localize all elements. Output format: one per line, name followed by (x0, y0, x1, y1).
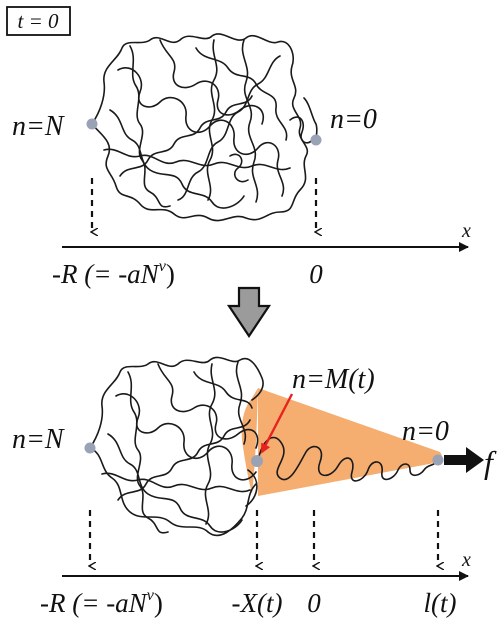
label-n-N-bottom: n=N (12, 424, 65, 455)
chain-end-bead-n-0 (310, 134, 322, 146)
force-label: f (484, 444, 497, 480)
chain-end-bead-n-N-bottom (84, 442, 96, 454)
x-axis-label-bottom: x (461, 549, 471, 571)
coiled-chain-top (91, 33, 318, 222)
chain-end-bead-n-0-bottom (432, 454, 444, 466)
label-n-0-top: n=0 (330, 104, 377, 135)
time-evolution-arrow (226, 286, 272, 338)
top-panel: t = 0 n=N n=0 x -R (= -aNν) (6, 6, 471, 289)
label-n-M: n=M(t) (292, 364, 375, 395)
x-axis-label-top: x (461, 220, 471, 242)
tick-label-minus-R-bottom: -R (= -aNν) (40, 587, 163, 618)
stretched-chain (257, 436, 439, 482)
time-label: t = 0 (17, 9, 59, 33)
tick-label-l: l(t) (424, 588, 457, 618)
tick-label-zero-top: 0 (309, 259, 323, 289)
chain-bead-n-M (251, 455, 263, 467)
stretched-region-cone (241, 388, 442, 496)
chain-end-bead-n-N (86, 118, 98, 130)
force-arrow (444, 447, 484, 473)
time-label-box (6, 6, 71, 36)
bottom-panel: f n=N n=M(t) n=0 x -R (= -aNν) -X(t) 0 l… (12, 356, 497, 618)
tick-label-minus-R-top: -R (= -aNν) (52, 258, 175, 289)
label-n-0-bottom: n=0 (402, 416, 449, 447)
label-n-N-top: n=N (12, 111, 65, 142)
tick-label-zero-bottom: 0 (307, 588, 321, 618)
tick-label-minus-X: -X(t) (232, 588, 283, 618)
pointer-to-M (260, 393, 294, 454)
coiled-chain-bottom (89, 356, 264, 537)
